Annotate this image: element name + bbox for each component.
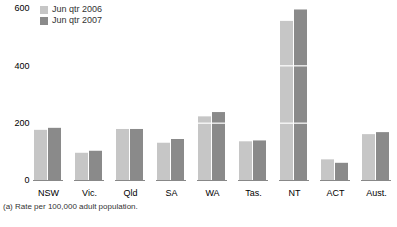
svg-text:Vic.: Vic. bbox=[82, 188, 97, 198]
svg-text:NSW: NSW bbox=[38, 188, 60, 198]
svg-text:Tas.: Tas. bbox=[245, 188, 262, 198]
svg-text:SA: SA bbox=[165, 188, 177, 198]
svg-text:600: 600 bbox=[14, 3, 29, 13]
html-text:(a) Rate per 100,000 adult pop: (a) Rate per 100,000 adult population. bbox=[3, 202, 138, 211]
svg-text:400: 400 bbox=[14, 61, 29, 71]
svg-text:NT: NT bbox=[289, 188, 301, 198]
svg-text:Qld: Qld bbox=[123, 188, 137, 198]
svg-text:200: 200 bbox=[14, 118, 29, 128]
svg-text:Aust.: Aust. bbox=[366, 188, 387, 198]
svg-text:WA: WA bbox=[205, 188, 219, 198]
svg-text:0: 0 bbox=[24, 175, 29, 185]
svg-text:ACT: ACT bbox=[327, 188, 346, 198]
html-text:Jun qtr 2007: Jun qtr 2007 bbox=[52, 15, 102, 25]
html-text:Jun qtr 2006: Jun qtr 2006 bbox=[52, 4, 102, 14]
